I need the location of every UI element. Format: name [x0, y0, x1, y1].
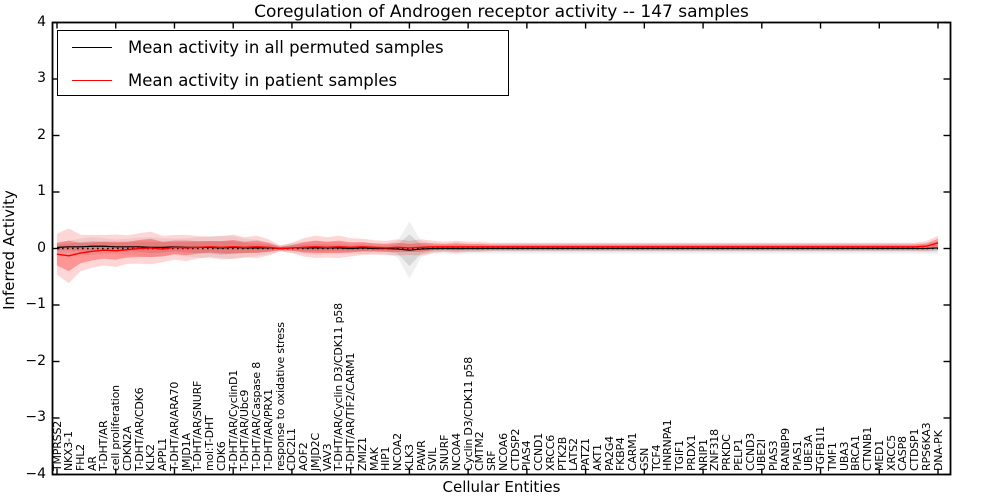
permuted-line-swatch-icon [72, 47, 112, 48]
y-tick-label: 3 [37, 70, 46, 86]
legend-label-permuted: Mean activity in all permuted samples [128, 38, 444, 57]
patient-line-swatch-icon [72, 80, 112, 81]
y-tick-label: −2 [25, 352, 46, 369]
legend-row-patient: Mean activity in patient samples [58, 64, 508, 97]
patient-mean-line [56, 242, 939, 257]
y-tick-label: 0 [37, 239, 46, 256]
legend-label-patient: Mean activity in patient samples [128, 71, 398, 90]
y-tick-label: −1 [25, 296, 46, 312]
permuted-band-inner [57, 234, 938, 267]
y-tick-label: 4 [37, 13, 46, 30]
permuted-band-outer [57, 221, 938, 279]
y-tick-label: 1 [37, 183, 46, 199]
chart-title: Coregulation of Androgen receptor activi… [254, 2, 749, 22]
y-tick-label: −4 [25, 465, 46, 482]
x-axis-label: Cellular Entities [442, 478, 561, 496]
y-tick-label: −3 [25, 409, 46, 425]
legend-row-permuted: Mean activity in all permuted samples [58, 31, 508, 64]
legend: Mean activity in all permuted samples Me… [57, 30, 509, 96]
patient-band-outer [57, 228, 938, 284]
y-tick-label: 2 [37, 126, 46, 143]
